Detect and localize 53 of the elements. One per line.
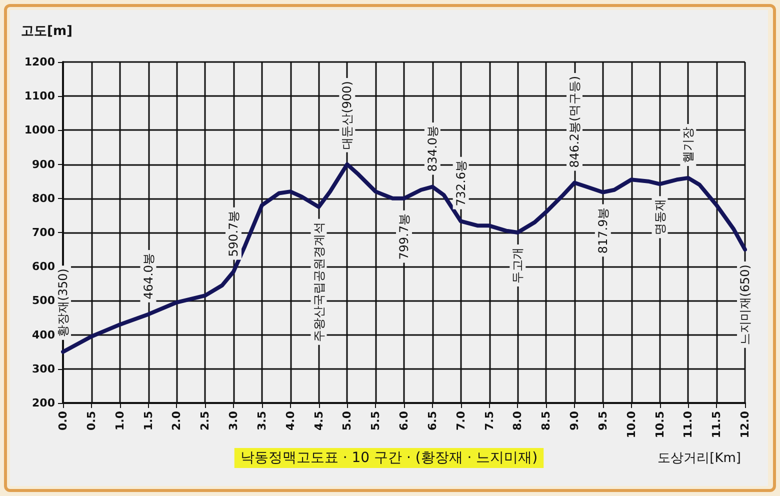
x-tick-label: 7.0 (454, 410, 468, 430)
x-tick-label: 3.5 (255, 411, 268, 430)
annotation: 590.7봉 (226, 210, 240, 257)
x-tick-label: 4.0 (284, 410, 297, 430)
annotation: 명동재 (652, 199, 667, 236)
x-tick-label: 9.5 (596, 411, 610, 430)
x-tick-label: 1.0 (113, 410, 126, 430)
y-tick-label: 900 (32, 158, 56, 171)
x-tick-label: 9.0 (568, 410, 581, 430)
x-tick-label: 1.5 (142, 411, 155, 430)
y-tick-label: 800 (32, 192, 56, 205)
x-tick-label: 5.5 (369, 411, 382, 430)
x-tick-label: 2.5 (198, 411, 212, 430)
x-tick-label: 0.0 (56, 410, 70, 430)
x-tick-label: 4.5 (312, 411, 326, 430)
y-tick-label: 500 (32, 294, 56, 308)
y-tick-label: 1200 (24, 56, 56, 68)
y-tick-label: 300 (32, 362, 56, 376)
x-tick-label: 0.5 (84, 411, 98, 430)
x-tick-label: 3.0 (227, 410, 240, 430)
y-tick-label: 600 (32, 260, 56, 274)
x-tick-label: 2.0 (170, 410, 184, 430)
annotation: 834.0봉 (425, 125, 440, 172)
y-tick-label: 700 (32, 226, 56, 239)
x-tick-label: 11.0 (682, 410, 695, 438)
x-tick-label: 11.5 (710, 411, 724, 438)
y-axis-title: 고도[m] (21, 24, 72, 39)
annotation: 헬기장 (681, 126, 696, 163)
y-tick-label: 200 (32, 396, 56, 410)
y-tick-label: 400 (32, 328, 56, 342)
annotation: 두고개 (510, 248, 525, 284)
x-tick-label: 5.0 (340, 410, 354, 430)
annotation: 느지미재(650) (738, 264, 752, 345)
annotation: 대둔산(900) (340, 81, 354, 150)
annotation: 817.9봉 (596, 207, 610, 254)
text: 낙동정맥고도표 · 10 구간 · (황장재 · 느지미재) (240, 450, 538, 466)
annotation: 주왕산국립공원경계석 (312, 222, 326, 342)
annotation: 464.0봉 (141, 252, 156, 300)
x-tick-label: 7.5 (482, 411, 496, 430)
y-tick-label: 1100 (24, 90, 56, 103)
annotation: 846.2봉(먹구등) (568, 76, 582, 168)
x-tick-label: 10.0 (624, 410, 638, 438)
annotation: 황장재(350) (56, 268, 70, 337)
y-tick-label: 1000 (24, 124, 56, 137)
x-axis-title: 도상거리[Km] (658, 451, 742, 466)
x-tick-label: 6.5 (426, 411, 439, 430)
x-tick-label: 6.0 (398, 410, 410, 430)
annotation: 732.6봉 (454, 160, 468, 206)
x-tick-label: 12.0 (738, 410, 752, 438)
x-tick-label: 8.0 (511, 410, 524, 430)
x-tick-label: 8.5 (540, 411, 553, 430)
x-tick-label: 10.5 (653, 411, 666, 438)
annotation: 799.7봉 (397, 213, 411, 260)
